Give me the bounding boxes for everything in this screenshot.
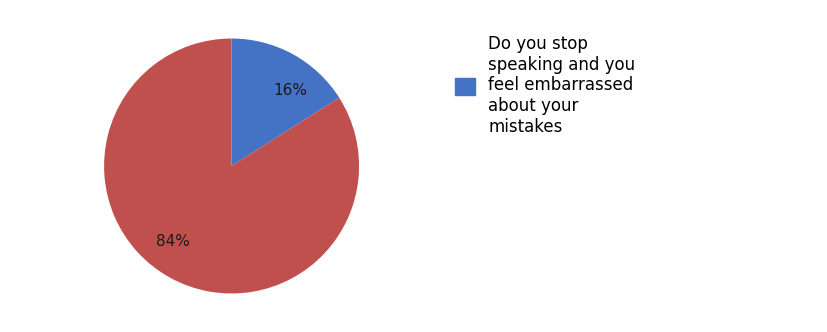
Legend: Do you stop
speaking and you
feel embarrassed
about your
mistakes: Do you stop speaking and you feel embarr…: [455, 35, 635, 136]
Text: 84%: 84%: [156, 234, 189, 249]
Text: 16%: 16%: [274, 83, 308, 98]
Wedge shape: [232, 39, 339, 166]
Wedge shape: [104, 39, 359, 293]
